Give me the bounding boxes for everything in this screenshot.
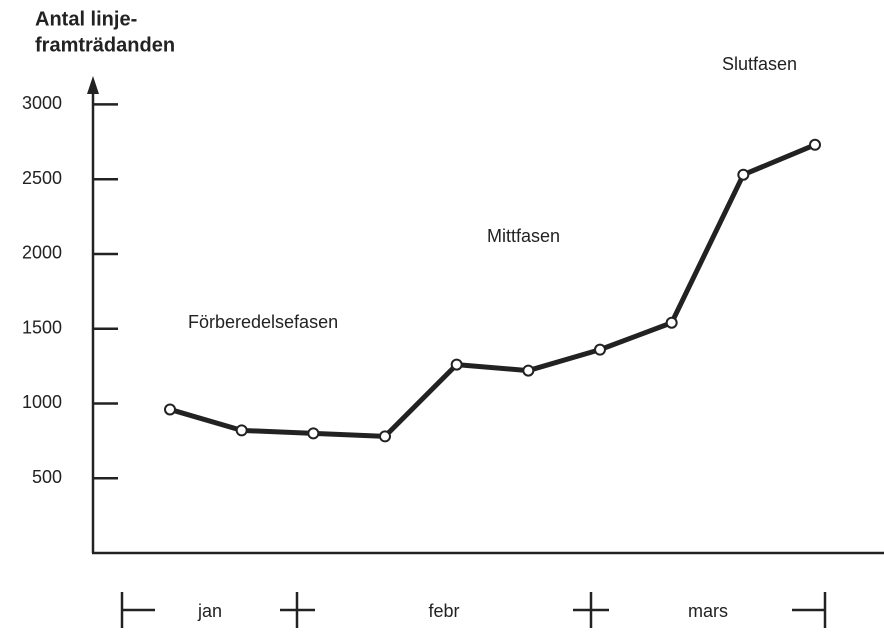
point [164,403,176,416]
point [307,427,320,440]
line [169,142,816,439]
annotation: Slutfasen [722,54,797,74]
x-group-label: febr [428,601,459,621]
x-group-label: jan [197,601,222,621]
y-tick-label: 500 [32,467,62,487]
annotation: Mittfasen [487,226,560,246]
point [665,316,678,329]
y-tick-label: 3000 [22,93,62,113]
point [235,424,248,437]
point [594,343,606,356]
point [809,138,821,151]
y-tick-label: 2500 [22,168,62,188]
point [522,364,535,377]
y-tick-label: 1000 [22,392,62,412]
y-axis-label: framträdanden [35,34,175,56]
axis-arrow [87,76,99,94]
point [450,358,463,371]
point [737,168,750,181]
x-group-label: mars [688,601,728,621]
y-axis-label: Antal linje- [35,8,137,30]
month-brackets [120,592,827,628]
y-tick-label: 2000 [22,243,62,263]
point [379,430,391,443]
y-tick-label: 1500 [22,317,62,337]
annotation: Förberedelsefasen [188,312,338,332]
